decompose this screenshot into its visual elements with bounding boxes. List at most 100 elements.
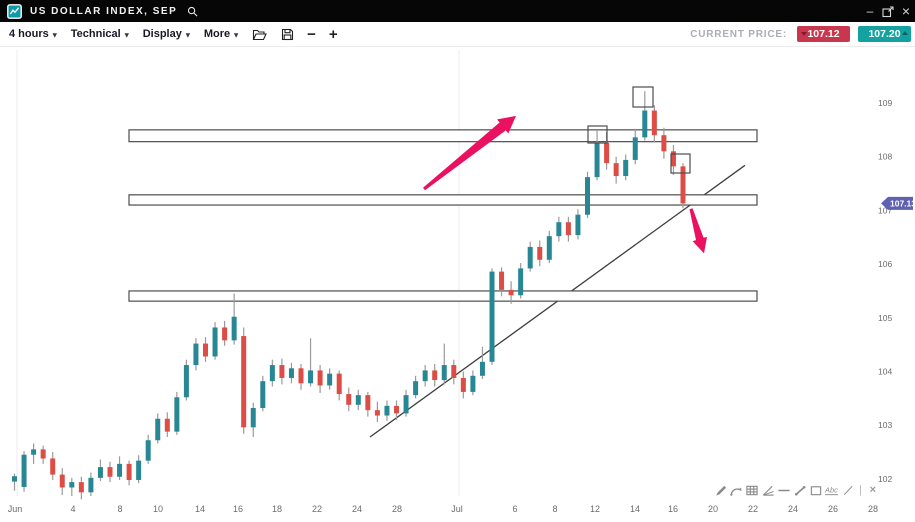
rectangle-tool-icon[interactable]: [808, 482, 824, 498]
horizontal-line-tool-icon[interactable]: [776, 482, 792, 498]
chevron-down-icon: ▾: [185, 30, 190, 39]
marker-box-drawing[interactable]: [670, 153, 691, 174]
date-axis-label[interactable]: 28: [392, 504, 402, 514]
bid-badge: 107.12: [797, 26, 850, 42]
date-axis-label[interactable]: Jun: [8, 504, 23, 514]
candle: [203, 343, 208, 357]
date-axis-label[interactable]: 8: [117, 504, 122, 514]
candle: [336, 373, 342, 395]
date-axis-label[interactable]: 24: [352, 504, 362, 514]
price-axis-label[interactable]: 106: [878, 259, 892, 269]
candle: [164, 418, 170, 432]
date-axis-label[interactable]: 12: [590, 504, 600, 514]
popout-button[interactable]: [879, 0, 897, 22]
last-price-tag: [881, 196, 913, 210]
date-axis-label[interactable]: Jul: [451, 504, 463, 514]
more-dropdown[interactable]: More ▾: [204, 28, 238, 40]
candle: [613, 163, 619, 177]
candle: [451, 365, 457, 378]
candle: [136, 460, 142, 480]
candle: [556, 222, 562, 237]
display-dropdown[interactable]: Display ▾: [143, 28, 190, 40]
candle: [222, 327, 228, 341]
date-axis-label[interactable]: 14: [195, 504, 205, 514]
ask-badge: 107.20: [858, 26, 911, 42]
candle: [680, 166, 686, 204]
date-axis-label[interactable]: 8: [552, 504, 557, 514]
curved-arrow-tool-icon[interactable]: [728, 482, 744, 498]
zoom-out-button[interactable]: −: [307, 25, 316, 43]
date-axis-label[interactable]: 22: [312, 504, 322, 514]
date-axis-label[interactable]: 20: [708, 504, 718, 514]
candle: [88, 477, 94, 493]
date-axis-label[interactable]: 16: [668, 504, 678, 514]
down-tick-icon: [801, 32, 807, 36]
candle: [69, 482, 75, 488]
text-tool-icon[interactable]: Abc: [824, 482, 840, 498]
candle: [508, 289, 514, 296]
candle: [308, 370, 314, 384]
date-axis-label[interactable]: 16: [233, 504, 243, 514]
candle: [575, 214, 581, 236]
date-axis-label[interactable]: 28: [868, 504, 878, 514]
price-zone-rectangle[interactable]: [128, 194, 758, 206]
candle: [279, 365, 285, 378]
price-axis-label[interactable]: 105: [878, 313, 892, 323]
price-axis-label[interactable]: 103: [878, 420, 892, 430]
grid-tool-icon[interactable]: [744, 482, 760, 498]
candle: [288, 368, 294, 378]
toolbar: 4 hours ▾ Technical ▾ Display ▾ More ▾: [0, 22, 915, 47]
date-axis-label[interactable]: 4: [70, 504, 75, 514]
candle: [78, 482, 84, 493]
diagonal-line-tool-icon[interactable]: [840, 482, 856, 498]
date-axis-label[interactable]: 18: [272, 504, 282, 514]
price-axis-label[interactable]: 107: [878, 205, 892, 215]
down-arrow-drawing[interactable]: [689, 208, 708, 254]
zoom-in-button[interactable]: +: [328, 25, 338, 43]
price-axis-label[interactable]: 104: [878, 367, 892, 377]
marker-box-drawing[interactable]: [587, 125, 608, 144]
folder-open-icon: [252, 29, 268, 40]
price-axis-label[interactable]: 109: [878, 98, 892, 108]
marker-box-drawing[interactable]: [632, 86, 654, 108]
timeframe-label: 4 hours: [9, 28, 49, 40]
date-axis-label[interactable]: 24: [788, 504, 798, 514]
price-axis-label[interactable]: 108: [878, 152, 892, 162]
candle: [21, 454, 27, 487]
trend-line-tool-icon[interactable]: [792, 482, 808, 498]
chevron-down-icon: ▾: [124, 30, 129, 39]
candle: [670, 151, 676, 167]
close-drawing-toolbar-button[interactable]: ×: [869, 484, 877, 496]
trend-angle-tool-icon[interactable]: [760, 482, 776, 498]
price-zone-rectangle[interactable]: [128, 129, 758, 143]
date-axis-label[interactable]: 26: [828, 504, 838, 514]
timeframe-dropdown[interactable]: 4 hours ▾: [9, 28, 57, 40]
date-axis-label[interactable]: 14: [630, 504, 640, 514]
candle: [50, 458, 56, 475]
current-price-label: CURRENT PRICE:: [690, 28, 787, 40]
save-button[interactable]: [281, 28, 294, 41]
candle: [174, 397, 180, 432]
technical-dropdown[interactable]: Technical ▾: [71, 28, 129, 40]
candle: [441, 365, 447, 381]
open-layout-button[interactable]: [252, 28, 268, 41]
candle: [594, 142, 600, 178]
minimize-button[interactable]: –: [866, 4, 874, 18]
candle: [145, 440, 151, 461]
price-zone-rectangle[interactable]: [128, 290, 758, 302]
candle: [298, 368, 304, 384]
date-axis-label[interactable]: 10: [153, 504, 163, 514]
pen-tool-icon[interactable]: [712, 482, 728, 498]
candle: [117, 463, 123, 477]
search-icon[interactable]: [187, 6, 198, 17]
date-axis-label[interactable]: 6: [512, 504, 517, 514]
candle: [537, 246, 543, 260]
date-axis-label[interactable]: 22: [748, 504, 758, 514]
candle: [212, 327, 218, 357]
chevron-down-icon: ▾: [52, 30, 57, 39]
candle: [97, 467, 103, 478]
price-axis-label[interactable]: 102: [878, 474, 892, 484]
close-button[interactable]: ×: [901, 3, 911, 19]
up-arrow-drawing[interactable]: [423, 115, 516, 191]
